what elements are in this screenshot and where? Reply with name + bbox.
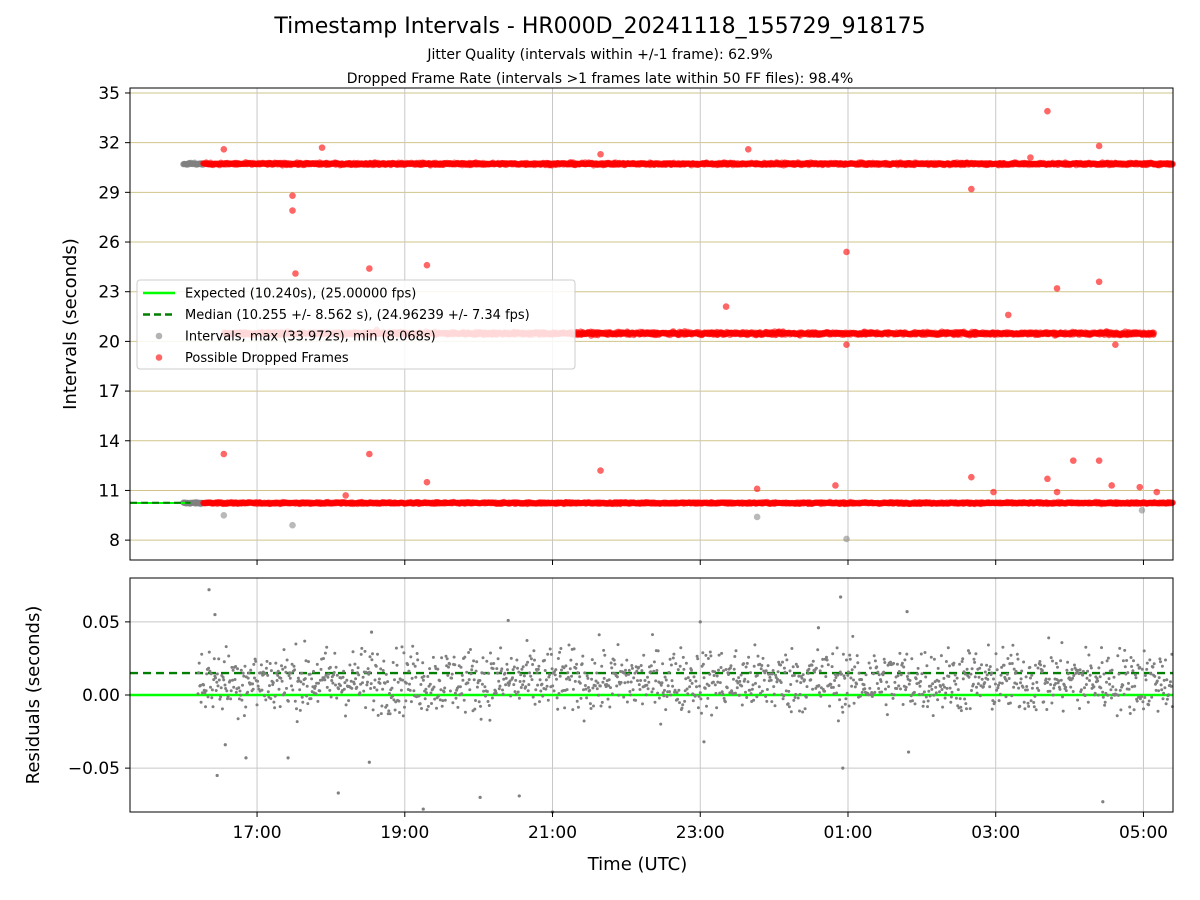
jitter-quality-subtitle: Jitter Quality (intervals within +/-1 fr… — [427, 47, 773, 63]
interval-band-2 — [180, 159, 1176, 169]
chart-title: Timestamp Intervals - HR000D_20241118_15… — [274, 14, 926, 39]
dropped-frame-point — [1151, 329, 1158, 336]
dropped-frame-rate-subtitle: Dropped Frame Rate (intervals >1 frames … — [346, 71, 854, 87]
interval-band-0 — [180, 498, 1176, 508]
